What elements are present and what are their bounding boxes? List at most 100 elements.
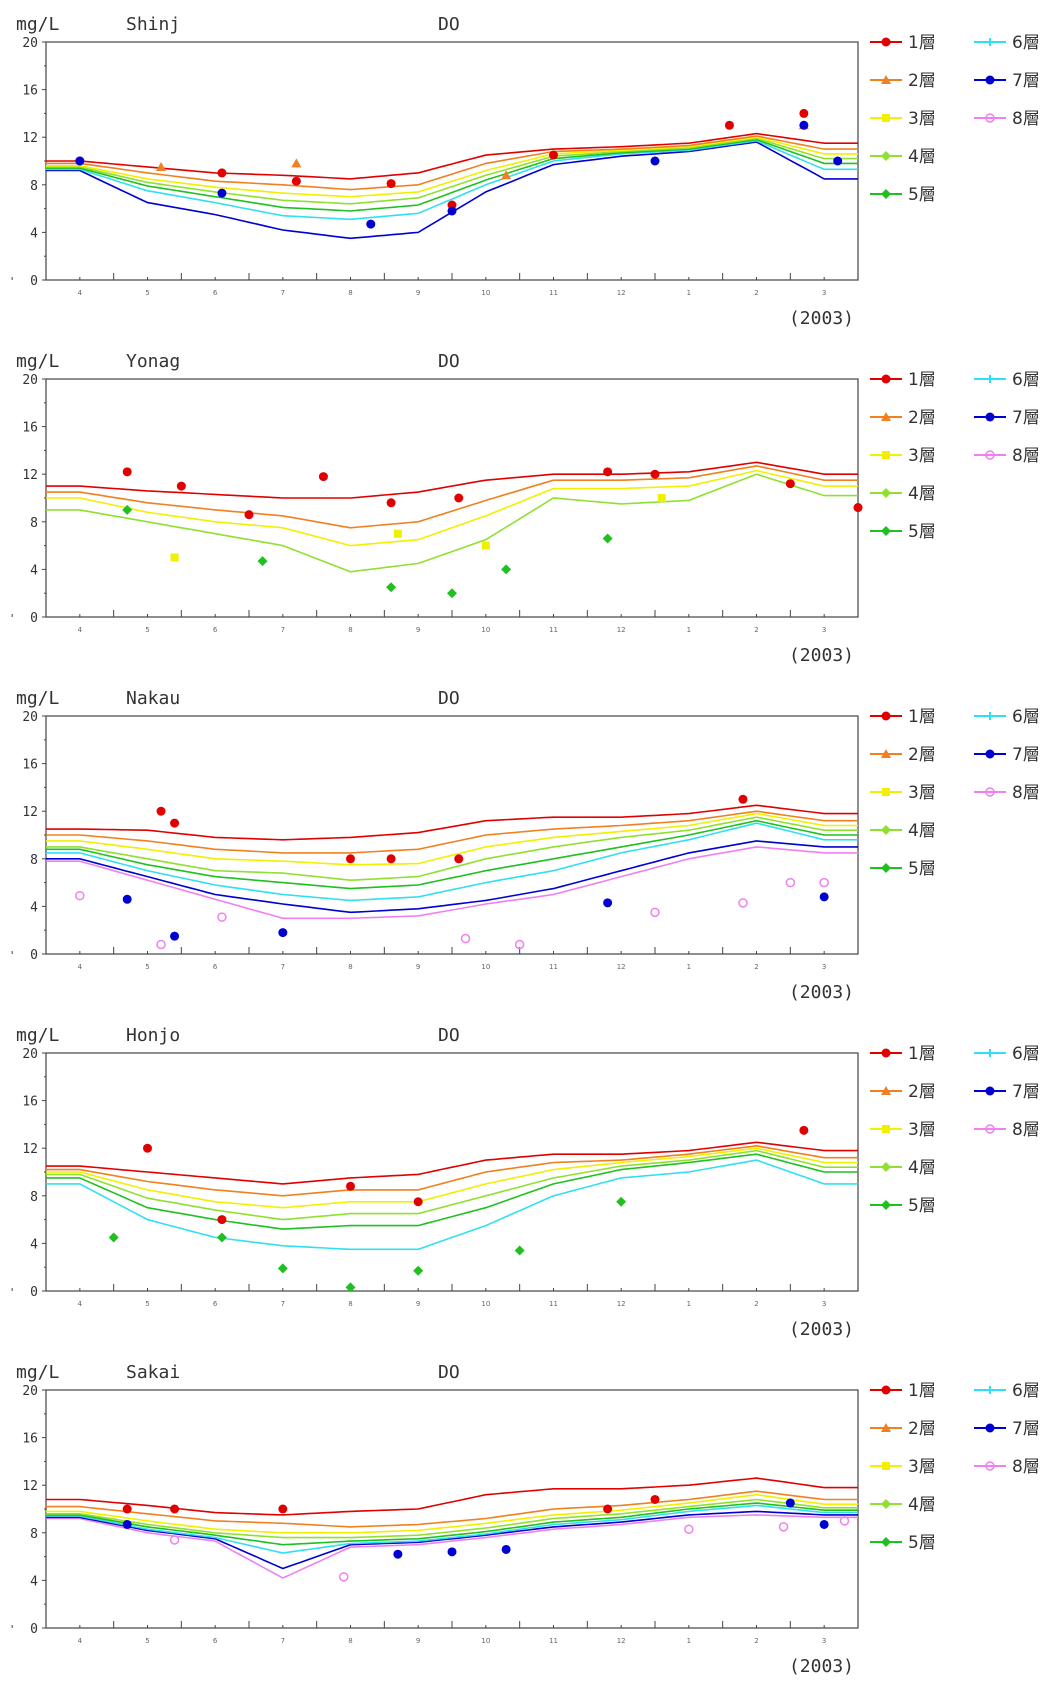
legend-label: 5層 (908, 1533, 936, 1553)
observation-point (170, 1504, 180, 1514)
series-5層 (46, 819, 858, 890)
observation-point (603, 1504, 613, 1514)
observation-point (386, 498, 396, 508)
x-tick-label: 12 (617, 963, 626, 971)
legend-label: 3層 (908, 446, 936, 466)
observation-point (413, 1197, 423, 1207)
observation-point (386, 179, 396, 189)
observation-point (346, 854, 355, 864)
series-2層 (46, 135, 858, 191)
legend-marker (985, 1124, 995, 1134)
x-tick-label: 3 (822, 1637, 826, 1645)
x-tick-label: 9 (416, 1300, 420, 1308)
series-line (46, 1493, 858, 1534)
series-line (46, 812, 858, 866)
legend-label: 8層 (1012, 446, 1040, 466)
observation-point (217, 912, 227, 922)
x-tick-label: 8 (348, 626, 352, 634)
x-tick-label: 8 (348, 1300, 352, 1308)
series-line (46, 816, 858, 882)
y-unit-label: mg/L (16, 1025, 60, 1046)
x-tick-label: 5 (145, 1637, 149, 1645)
x-tick-label: 5 (145, 289, 149, 297)
legend-marker (985, 412, 995, 422)
x-tick-label: 3 (822, 626, 826, 634)
observation-point (143, 1143, 152, 1153)
y-tick-label: 12 (22, 131, 38, 146)
series-line (46, 1144, 858, 1197)
y-tick-label: 20 (22, 36, 38, 51)
legend-label: 3層 (908, 109, 936, 129)
y-tick-label: 16 (22, 84, 38, 99)
observation-point (345, 1282, 356, 1293)
observation-point (819, 877, 829, 888)
observation-point (257, 556, 268, 567)
x-tick-label: 2 (754, 1300, 758, 1308)
legend-marker (985, 75, 995, 85)
x-tick-label: 1 (687, 1300, 691, 1308)
y-tick-label: 12 (22, 468, 38, 483)
observation-point (366, 219, 376, 229)
observation-point (785, 1498, 795, 1508)
observation-point (122, 467, 132, 477)
legend-marker (881, 749, 891, 758)
x-tick-label: 9 (416, 1637, 420, 1645)
series-line (46, 1159, 858, 1251)
x-tick-label: 6 (213, 289, 218, 297)
observation-point (501, 564, 512, 575)
y-tick-label: 12 (22, 805, 38, 820)
observation-point (650, 469, 660, 479)
legend-label: 4層 (908, 821, 936, 841)
legend-label: 6層 (1012, 1381, 1040, 1401)
legend-label: 1層 (908, 33, 936, 53)
legend-label: 3層 (908, 1120, 936, 1140)
observation-point (170, 931, 180, 941)
legend-marker (881, 1048, 891, 1058)
observation-point (447, 206, 457, 216)
series-4層 (46, 1149, 858, 1221)
year-label: (2003) (789, 1319, 854, 1340)
observation-point (170, 818, 180, 828)
y-tick-label: 16 (22, 421, 38, 436)
series-line (46, 137, 858, 205)
x-tick-label: 4 (78, 289, 83, 297)
x-tick-label: 7 (281, 626, 285, 634)
legend-label: 1層 (908, 707, 936, 727)
observation-point (799, 1125, 809, 1135)
y-tick-label: 4 (30, 900, 38, 915)
x-tick-label: 4 (78, 963, 83, 971)
x-tick-label: 9 (416, 963, 420, 971)
x-tick-label: 11 (549, 626, 558, 634)
legend-label: 7層 (1012, 71, 1040, 91)
legend-marker (985, 1461, 995, 1471)
legend-marker (985, 113, 995, 123)
x-tick-label: 3 (822, 289, 826, 297)
observation-point (799, 108, 809, 118)
series-line (46, 138, 858, 212)
legend-marker (881, 1385, 891, 1395)
legend-marker (882, 451, 890, 459)
legend-marker (882, 788, 890, 796)
series-line (46, 465, 858, 529)
series-6層 (46, 1504, 858, 1554)
legend-label: 1層 (908, 1044, 936, 1064)
series-line (46, 135, 858, 191)
observation-point (169, 1535, 180, 1545)
plot-frame (45, 1052, 859, 1292)
series-line (46, 1153, 858, 1230)
observation-point (785, 877, 796, 888)
observations-8層 (75, 877, 829, 950)
x-tick-label: 5 (145, 626, 149, 634)
x-tick-label: 11 (549, 289, 558, 297)
x-tick-label: 10 (481, 289, 490, 297)
x-tick-label: 4 (78, 1300, 83, 1308)
y-tick-label: 8 (30, 179, 38, 194)
series-6層 (46, 1159, 858, 1251)
legend: 1層 2層 3層 4層 5層 6層 7層 8層 (870, 370, 1040, 542)
series-3層 (46, 469, 858, 547)
observation-point (616, 1196, 627, 1207)
legend-label: 5層 (908, 859, 936, 879)
legend-label: 3層 (908, 1457, 936, 1477)
x-tick-label: 7 (281, 963, 285, 971)
